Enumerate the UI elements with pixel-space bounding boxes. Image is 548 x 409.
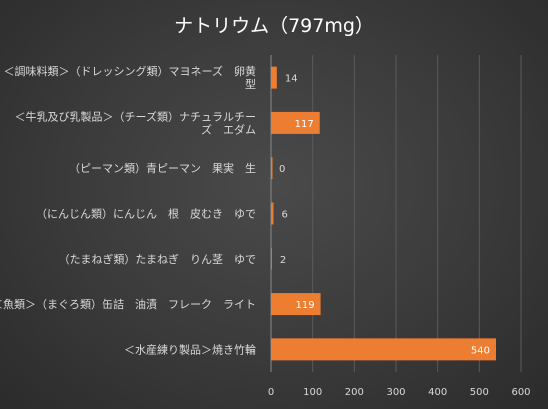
bar [271, 66, 277, 89]
data-label: 117 [295, 119, 314, 130]
data-label: 540 [471, 345, 490, 356]
x-tick-label: 100 [303, 387, 322, 398]
bar [271, 338, 496, 361]
x-tick-label: 0 [268, 387, 274, 398]
bars-layer: 14 117 0 6 2 119 540 [271, 66, 496, 361]
data-label: 119 [295, 300, 314, 311]
x-tick-label: 300 [386, 387, 405, 398]
bar [271, 202, 274, 225]
x-tick-label: 200 [345, 387, 364, 398]
category-label: （たまねぎ類）たまねぎ りん茎 ゆで [59, 252, 256, 266]
category-labels: ＜調味料類＞（ドレッシング類）マヨネーズ 卵黄型 ＜牛乳及び乳製品＞（チーズ類）ナ… [0, 64, 256, 356]
bar [271, 247, 272, 270]
category-label: 型 [245, 77, 256, 91]
bar [271, 157, 273, 180]
x-tick-label: 500 [470, 387, 489, 398]
grid-layer [270, 55, 522, 372]
x-tick-label: 600 [511, 387, 530, 398]
category-label: ズ エダム [201, 122, 256, 136]
data-label: 2 [280, 255, 286, 266]
category-label: ＜水産練り製品＞焼き竹輪 [124, 342, 256, 356]
chart-title: ナトリウム（797mg） [174, 15, 374, 37]
bar [271, 111, 320, 134]
bar [271, 293, 321, 316]
category-label: （にんじん類）にんじん 根 皮むき ゆで [36, 207, 256, 221]
category-label: ＜牛乳及び乳製品＞（チーズ類）ナチュラルチー [15, 109, 256, 123]
category-label: （ピーマン類）青ピーマン 果実 生 [69, 161, 256, 175]
data-label: 6 [282, 210, 288, 221]
data-label: 14 [285, 74, 298, 85]
category-label: ＜調味料類＞（ドレッシング類）マヨネーズ 卵黄 [4, 64, 256, 78]
data-label: 0 [279, 164, 285, 175]
x-tick-label: 400 [428, 387, 447, 398]
x-tick-labels: 0 100 200 300 400 500 600 [268, 387, 531, 398]
category-label: ＜魚類＞（まぐろ類）缶詰 油漬 フレーク ライト [0, 297, 256, 311]
